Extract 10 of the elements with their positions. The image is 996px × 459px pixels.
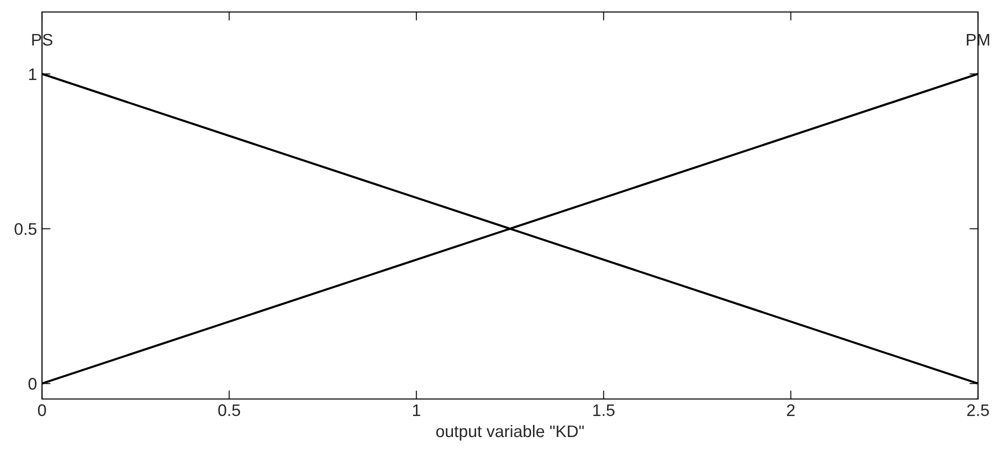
x-tick-label: 0.5 bbox=[218, 404, 240, 416]
y-tick-label: 0.5 bbox=[14, 223, 36, 235]
x-axis-title: output variable "KD" bbox=[436, 424, 584, 440]
y-tick-label: 1 bbox=[29, 68, 36, 80]
x-tick-label: 1.5 bbox=[593, 404, 614, 416]
y-tick-label: 0 bbox=[28, 378, 36, 390]
x-tick-label: 2 bbox=[787, 404, 795, 416]
x-tick-label: 2.5 bbox=[967, 404, 989, 416]
x-tick-label: 1 bbox=[413, 404, 420, 416]
x-tick-label: 0 bbox=[38, 404, 46, 416]
